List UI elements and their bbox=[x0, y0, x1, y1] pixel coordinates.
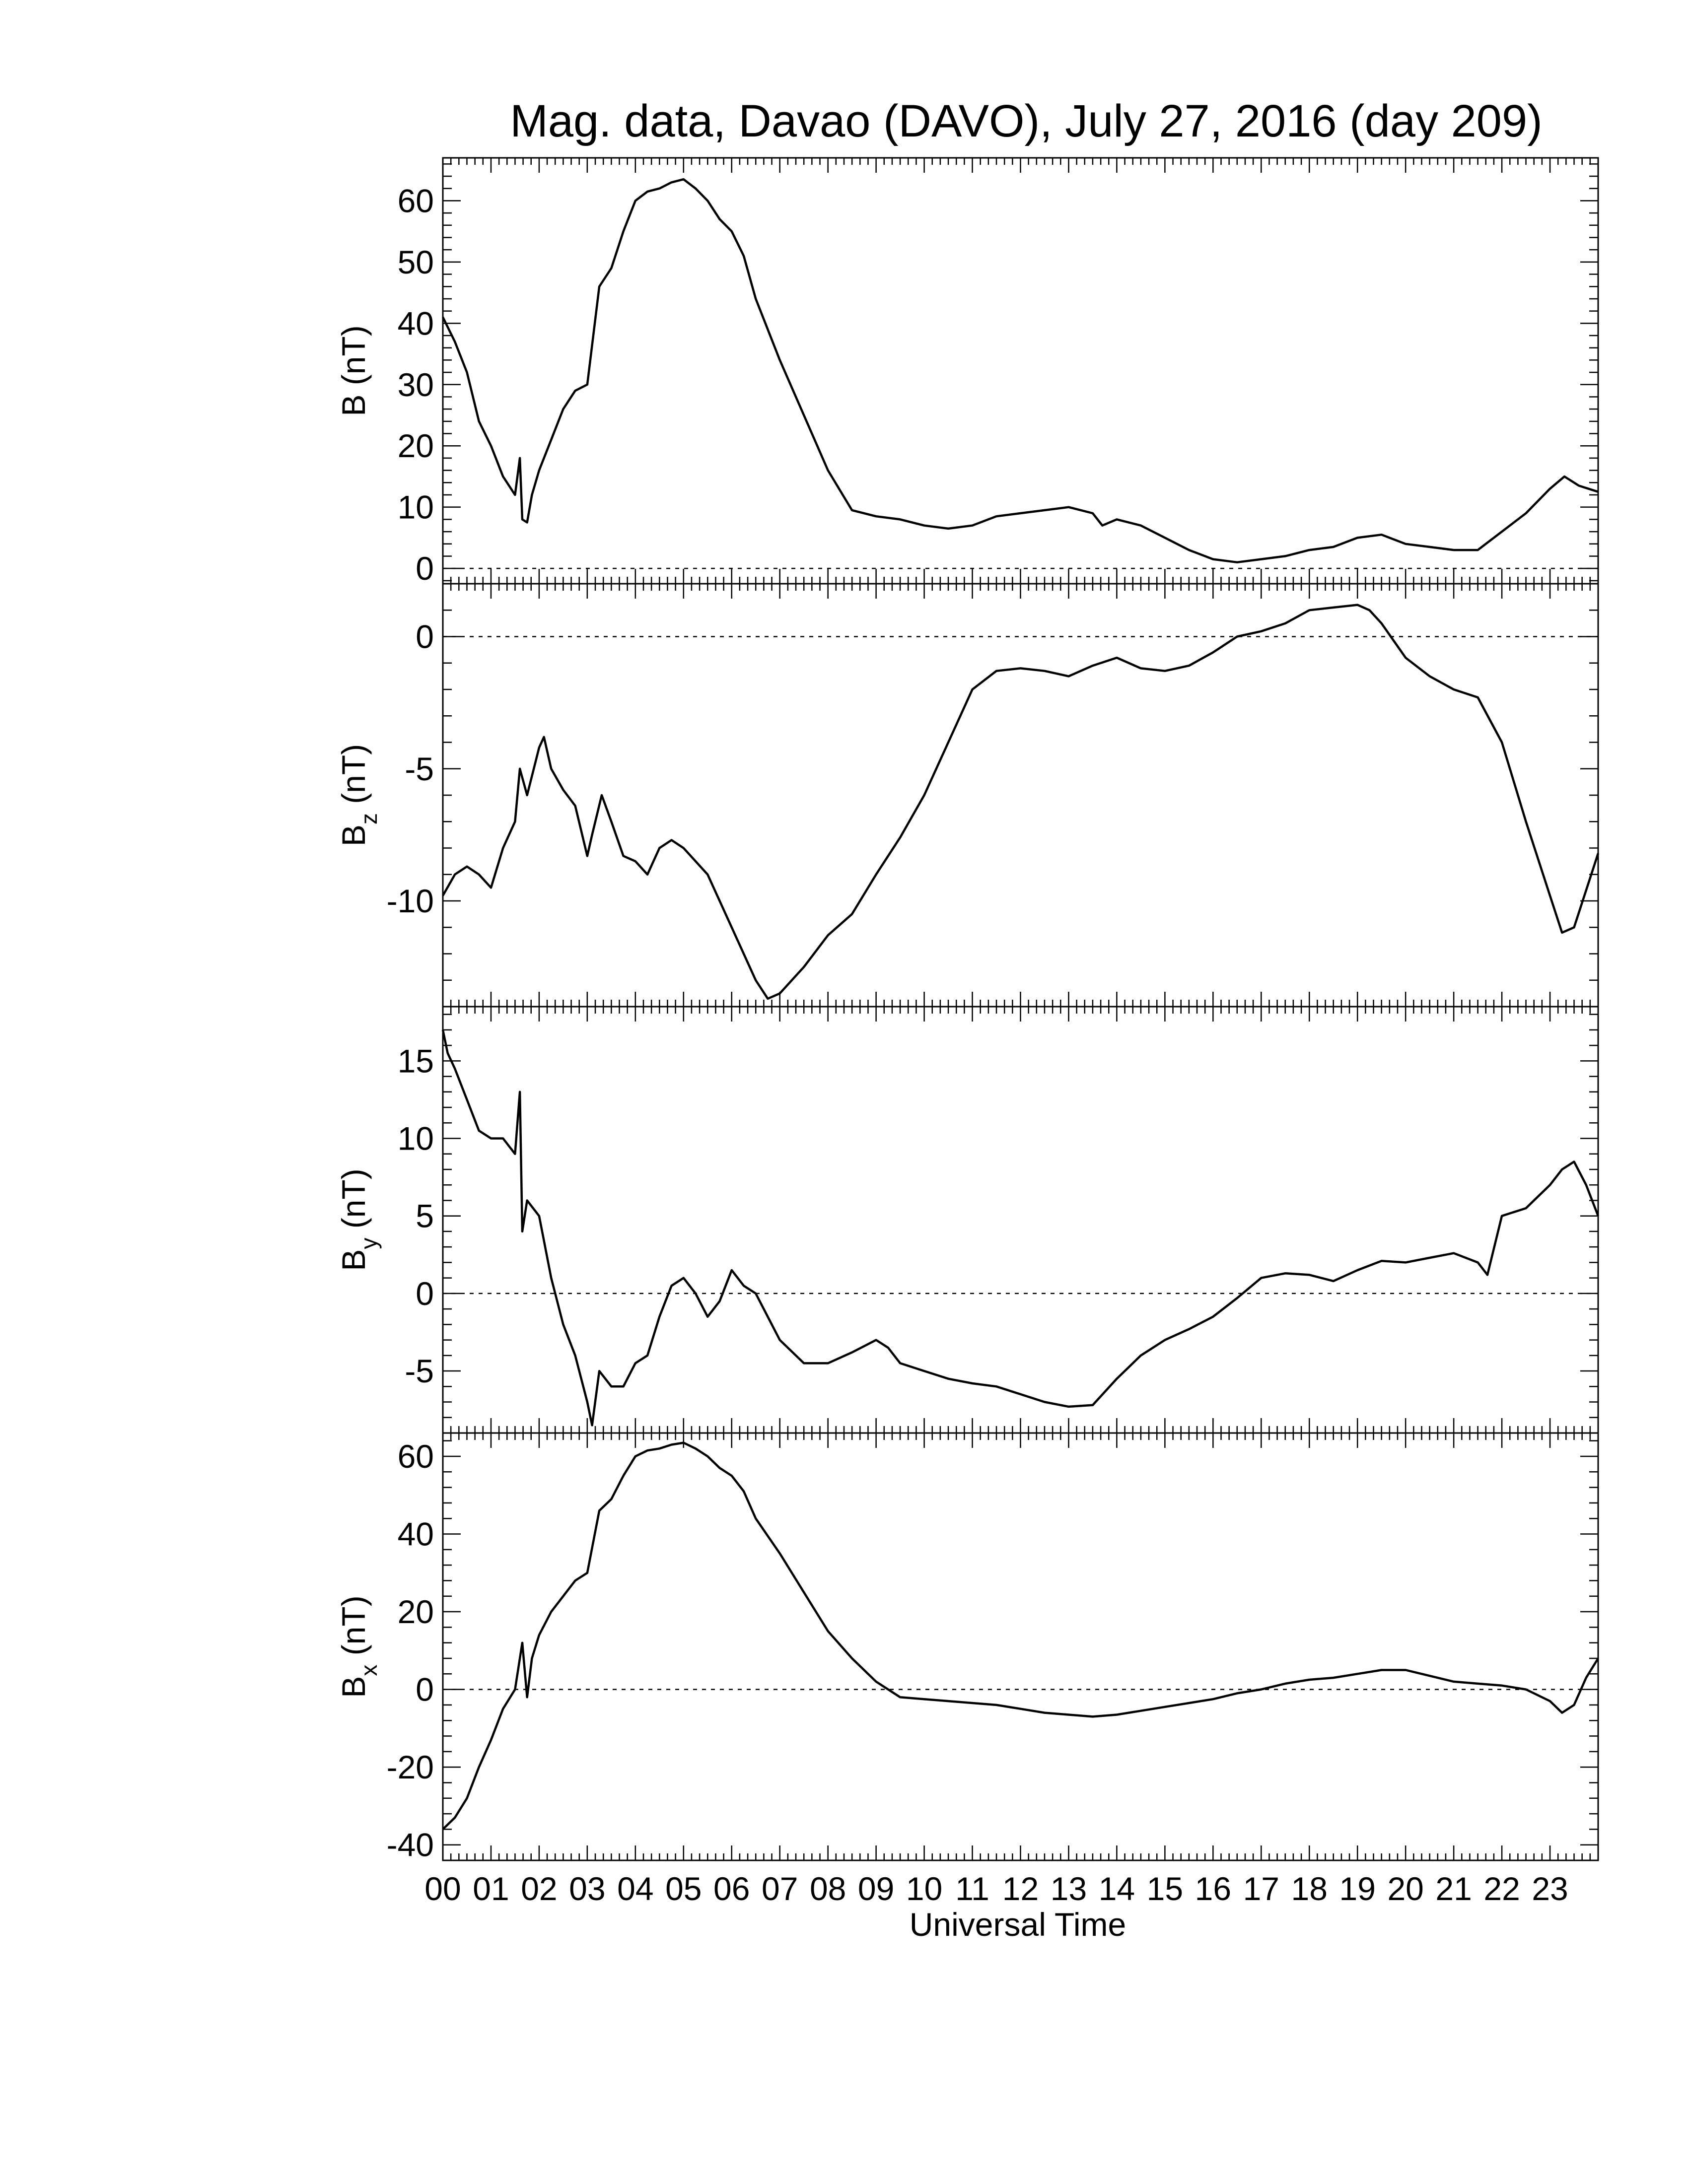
x-tick-label: 02 bbox=[521, 1870, 557, 1907]
y-tick-label: 60 bbox=[398, 182, 434, 219]
x-tick-label: 16 bbox=[1195, 1870, 1231, 1907]
y-axis-label-unit: (nT) bbox=[335, 1168, 372, 1237]
x-tick-label: 00 bbox=[424, 1870, 461, 1907]
y-tick-label: 20 bbox=[398, 427, 434, 464]
plot-frame bbox=[442, 583, 1599, 1008]
y-tick-label: -40 bbox=[387, 1827, 434, 1863]
panel-by: -5 0 5 10 15 By (nT) bbox=[335, 1006, 1600, 1434]
y-tick-label: -5 bbox=[405, 751, 434, 787]
y-tick-label: -20 bbox=[387, 1749, 434, 1785]
series-line-by bbox=[441, 1029, 1600, 1427]
y-axis-label-unit: (nT) bbox=[335, 744, 372, 813]
x-tick-label: 10 bbox=[906, 1870, 942, 1907]
x-axis-label: Universal Time bbox=[910, 1906, 1126, 1943]
x-tick-label: 08 bbox=[810, 1870, 846, 1907]
y-axis-label-unit: (nT) bbox=[335, 1595, 372, 1664]
y-tick-label: 40 bbox=[398, 1516, 434, 1553]
y-tick-label: 0 bbox=[416, 1275, 434, 1312]
y-axis-label-main: B bbox=[335, 824, 372, 846]
x-tick-label: 11 bbox=[955, 1870, 989, 1907]
y-tick-label: 20 bbox=[398, 1593, 434, 1630]
x-tick-label: 01 bbox=[473, 1870, 509, 1907]
y-tick-label: -10 bbox=[387, 883, 434, 919]
y-tick-label: 0 bbox=[416, 550, 434, 587]
x-tick-label: 21 bbox=[1435, 1870, 1472, 1907]
x-tick-labels: 00 01 02 03 04 05 06 07 08 09 10 11 12 13 14 15 16 17 18 19… bbox=[424, 1870, 1568, 1907]
y-tick-label: 30 bbox=[398, 366, 434, 403]
y-tick-label: 50 bbox=[398, 244, 434, 280]
plot-frame bbox=[442, 1006, 1599, 1434]
y-tick-label: 15 bbox=[398, 1042, 434, 1079]
y-axis-label-subscript: z bbox=[356, 813, 382, 824]
y-axis-label-main: B bbox=[335, 395, 372, 416]
x-tick-label: 19 bbox=[1339, 1870, 1375, 1907]
y-axis-label-main: B bbox=[335, 1249, 372, 1271]
series-line-b bbox=[441, 178, 1599, 564]
x-tick-label: 18 bbox=[1291, 1870, 1328, 1907]
x-tick-label: 06 bbox=[713, 1870, 750, 1907]
series-line-bz bbox=[442, 604, 1600, 1000]
y-axis-label-unit: (nT) bbox=[335, 325, 372, 394]
y-axis-label: By (nT) bbox=[335, 1168, 382, 1271]
plot-frame bbox=[442, 1432, 1599, 1861]
y-axis-label: B (nT) bbox=[335, 325, 372, 416]
x-tick-label: 03 bbox=[569, 1870, 605, 1907]
y-tick-label: 10 bbox=[398, 1120, 434, 1157]
x-tick-label: 09 bbox=[858, 1870, 894, 1907]
x-tick-label: 17 bbox=[1243, 1870, 1279, 1907]
x-tick-label: 23 bbox=[1532, 1870, 1568, 1907]
y-tick-label: 40 bbox=[398, 305, 434, 341]
x-tick-label: 15 bbox=[1147, 1870, 1183, 1907]
x-tick-label: 07 bbox=[762, 1870, 798, 1907]
y-tick-label: 5 bbox=[416, 1198, 434, 1234]
x-tick-label: 12 bbox=[1002, 1870, 1039, 1907]
y-tick-label: 0 bbox=[416, 1671, 434, 1708]
y-tick-label: 60 bbox=[398, 1438, 434, 1475]
panels: 0 10 20 30 40 50 60 B (nT) -10 -5 0 Bz (nT) -5 0 5 10 15… bbox=[335, 157, 1600, 1863]
panel-bx: -40 -20 0 20 40 60 Bx (nT) bbox=[335, 1432, 1599, 1863]
y-axis-label-subscript: y bbox=[356, 1238, 382, 1249]
y-axis-label: Bz (nT) bbox=[335, 744, 382, 846]
chart-title: Mag. data, Davao (DAVO), July 27, 2016 (… bbox=[510, 96, 1543, 146]
x-tick-label: 20 bbox=[1387, 1870, 1423, 1907]
y-axis-label: Bx (nT) bbox=[335, 1595, 382, 1698]
y-tick-label: -5 bbox=[405, 1353, 434, 1389]
plot-frame bbox=[442, 157, 1599, 585]
x-tick-label: 13 bbox=[1051, 1870, 1087, 1907]
panel-bz: -10 -5 0 Bz (nT) bbox=[335, 583, 1600, 1008]
panel-b: 0 10 20 30 40 50 60 B (nT) bbox=[335, 157, 1599, 587]
series-line-bx bbox=[442, 1441, 1599, 1831]
y-tick-label: 0 bbox=[416, 618, 434, 655]
x-tick-label: 14 bbox=[1099, 1870, 1135, 1907]
x-tick-label: 04 bbox=[617, 1870, 653, 1907]
x-tick-label: 22 bbox=[1483, 1870, 1520, 1907]
x-tick-label: 05 bbox=[665, 1870, 702, 1907]
y-tick-label: 10 bbox=[398, 489, 434, 526]
y-axis-label-subscript: x bbox=[356, 1665, 382, 1676]
y-axis-label-main: B bbox=[335, 1676, 372, 1698]
